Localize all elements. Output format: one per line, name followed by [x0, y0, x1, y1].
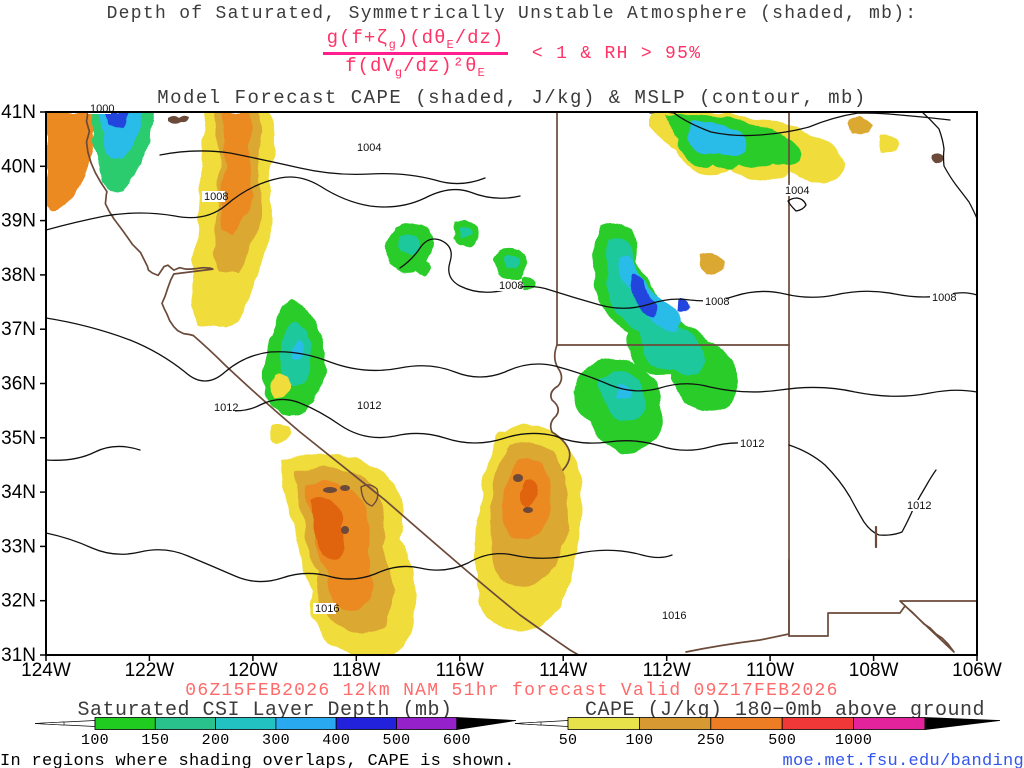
svg-text:31N: 31N [1, 645, 36, 666]
svg-text:116W: 116W [436, 660, 484, 681]
svg-text:35N: 35N [1, 428, 36, 449]
svg-text:1008: 1008 [204, 191, 228, 203]
svg-text:36N: 36N [1, 374, 36, 395]
svg-text:33N: 33N [1, 536, 36, 557]
svg-text:118W: 118W [332, 660, 380, 681]
svg-text:34N: 34N [1, 482, 36, 503]
svg-text:106W: 106W [952, 660, 1002, 681]
svg-text:110W: 110W [746, 660, 794, 681]
svg-text:1012: 1012 [740, 438, 764, 450]
svg-text:1012: 1012 [214, 402, 238, 414]
svg-text:39N: 39N [1, 211, 36, 232]
svg-text:1008: 1008 [705, 296, 729, 308]
svg-text:122W: 122W [125, 660, 175, 681]
svg-text:1016: 1016 [315, 603, 339, 615]
svg-text:1004: 1004 [357, 142, 381, 154]
svg-text:108W: 108W [849, 660, 899, 681]
svg-text:114W: 114W [539, 660, 587, 681]
svg-text:37N: 37N [1, 319, 36, 340]
svg-text:38N: 38N [1, 265, 36, 286]
svg-text:41N: 41N [1, 102, 36, 123]
svg-text:1016: 1016 [662, 610, 686, 622]
svg-text:1008: 1008 [499, 280, 523, 292]
svg-text:1012: 1012 [357, 400, 381, 412]
svg-text:120W: 120W [228, 660, 278, 681]
svg-text:1000: 1000 [90, 103, 114, 115]
svg-text:112W: 112W [643, 660, 691, 681]
svg-text:32N: 32N [1, 591, 36, 612]
svg-text:1008: 1008 [932, 292, 956, 304]
svg-text:1004: 1004 [785, 185, 809, 197]
svg-text:40N: 40N [1, 156, 36, 177]
svg-text:1012: 1012 [907, 500, 931, 512]
